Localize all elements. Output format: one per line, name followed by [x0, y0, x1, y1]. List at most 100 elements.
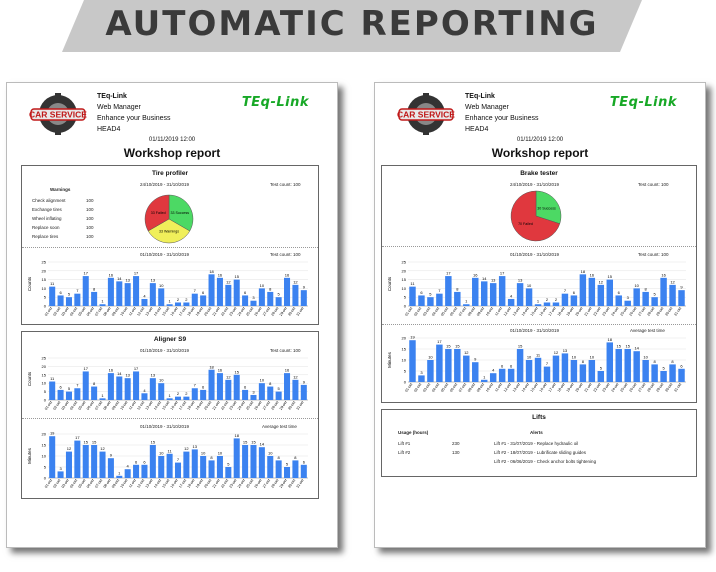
company-line4: HEAD4: [465, 126, 489, 133]
x-tick-label: 25-oct: [620, 382, 629, 392]
bar: [463, 304, 470, 306]
bar: [208, 369, 215, 400]
x-tick-label: 22-oct: [220, 400, 229, 410]
company-line2: Web Manager: [465, 104, 509, 111]
divider: [382, 246, 696, 247]
bar-value-label: 6: [59, 384, 62, 389]
bar-value-label: 8: [269, 381, 272, 386]
x-tick-label: 18-oct: [187, 400, 196, 410]
x-tick-label: 20-oct: [203, 400, 212, 410]
bar-value-label: 8: [278, 455, 281, 460]
x-tick-label: 18-oct: [557, 382, 566, 392]
bar-test-count: Test count: 100: [270, 348, 301, 353]
bar-value-label: 3: [252, 389, 255, 394]
bar: [242, 445, 249, 478]
x-tick-label: 24-oct: [611, 382, 620, 392]
bar-value-label: 16: [109, 368, 114, 373]
bar: [74, 388, 81, 400]
bar-value-label: 16: [590, 272, 595, 277]
bar: [588, 360, 596, 382]
x-tick-label: 19-oct: [195, 400, 204, 410]
bar-value-label: 10: [643, 355, 648, 360]
bar-value-label: 6: [501, 363, 504, 368]
x-tick-label: 04-oct: [69, 306, 78, 316]
x-tick-label: 10-oct: [119, 400, 128, 410]
bar-value-label: 5: [278, 386, 281, 391]
x-tick-label: 26-oct: [254, 400, 263, 410]
bar: [418, 295, 425, 306]
bar: [250, 394, 257, 400]
bar-value-label: 10: [218, 451, 223, 456]
bar-value-label: 2: [555, 297, 558, 302]
y-tick-label: 20: [402, 268, 407, 273]
bar-value-label: 16: [661, 272, 666, 277]
bar-value-label: 6: [143, 459, 146, 464]
x-tick-label: 27-oct: [637, 306, 646, 316]
bar-value-label: 17: [134, 366, 139, 371]
bar: [463, 355, 470, 382]
bar: [300, 290, 307, 306]
bar-value-label: 15: [608, 274, 613, 279]
x-tick-label: 12-oct: [503, 382, 512, 392]
y-axis-label: Counts: [387, 276, 392, 291]
bar-value-label: 7: [564, 288, 567, 293]
bar: [141, 298, 148, 306]
section-title: Aligner S9: [153, 336, 187, 343]
bar-value-label: 8: [456, 286, 459, 291]
bar-value-label: 9: [474, 357, 477, 362]
y-tick-label: 0: [404, 380, 407, 385]
y-tick-label: 15: [402, 277, 407, 282]
x-tick-label: 13-oct: [512, 306, 521, 316]
bar: [436, 344, 443, 382]
bar: [149, 445, 156, 478]
bar: [480, 281, 488, 306]
bar: [633, 351, 640, 382]
bar-value-label: 10: [527, 283, 532, 288]
alerts-header: Alerts: [530, 430, 543, 435]
y-tick-label: 5: [404, 369, 407, 374]
bar-value-label: 15: [625, 344, 630, 349]
x-tick-label: 17-oct: [548, 382, 557, 392]
bar-value-label: 4: [143, 293, 146, 298]
x-tick-label: 24-oct: [611, 306, 620, 316]
bar: [660, 277, 667, 306]
bar: [606, 342, 614, 382]
bar: [543, 302, 551, 306]
bar: [216, 456, 223, 478]
aligner-bar-chart: Counts05101520251101-oct602-oct503-oct70…: [27, 356, 308, 411]
x-tick-label: 04-oct: [431, 306, 440, 316]
bar: [82, 445, 89, 478]
bar: [133, 371, 140, 400]
bar-value-label: 5: [662, 366, 665, 371]
bar-value-label: 13: [518, 278, 523, 283]
bar: [489, 283, 497, 306]
bar: [561, 353, 569, 382]
x-tick-label: 11-oct: [128, 478, 137, 488]
company-line2: Web Manager: [97, 104, 141, 111]
x-tick-label: 13-oct: [145, 478, 154, 488]
x-tick-label: 28-oct: [270, 306, 279, 316]
bar-value-label: 17: [84, 366, 89, 371]
bar: [275, 297, 282, 306]
x-tick-label: 21-oct: [212, 400, 221, 410]
x-tick-label: 16-oct: [170, 306, 179, 316]
x-tick-label: 26-oct: [254, 306, 263, 316]
y-axis-label: Counts: [27, 371, 32, 386]
bar-value-label: 9: [680, 285, 683, 290]
bar-value-label: 13: [151, 278, 156, 283]
bar-value-label: 12: [293, 279, 298, 284]
bar-value-label: 5: [227, 462, 230, 467]
bar-value-label: 10: [159, 378, 164, 383]
banner-title: AUTOMATIC REPORTING: [105, 4, 599, 44]
bar-value-label: 7: [177, 457, 180, 462]
x-tick-label: 16-oct: [539, 382, 548, 392]
bar: [183, 451, 190, 478]
bar: [166, 398, 173, 400]
bar-average-label: Average test time: [262, 424, 297, 429]
warning-value: 100: [86, 225, 94, 230]
bar-period: 01/10/2019 - 31/10/2019: [140, 424, 190, 429]
bar: [498, 368, 506, 382]
bar-value-label: 18: [581, 269, 586, 274]
x-tick-label: 28-oct: [646, 306, 655, 316]
